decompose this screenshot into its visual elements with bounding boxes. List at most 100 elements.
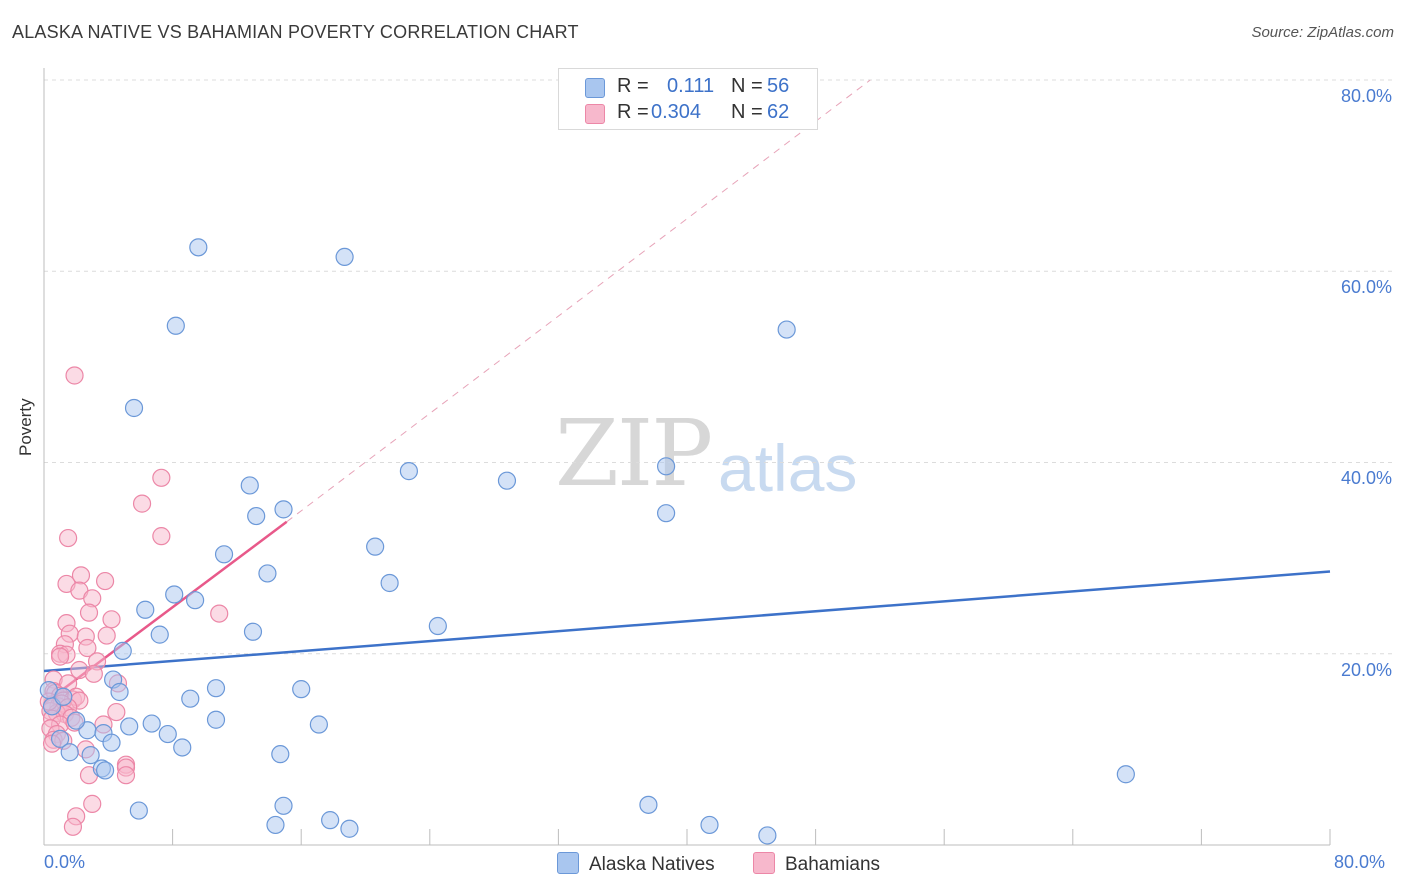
- alaska-point-17: [186, 591, 205, 610]
- alaska-point-30: [142, 714, 161, 733]
- alaska-point-20: [150, 625, 169, 644]
- legend-swatch-bahamians: [753, 852, 775, 874]
- alaska-point-42: [95, 761, 115, 780]
- alaska-point-43: [1116, 765, 1135, 784]
- r-label: R =: [617, 75, 649, 97]
- bahamian-point-57: [83, 794, 102, 813]
- y-tick-label-60: 60.0%: [1340, 277, 1392, 297]
- alaska-point-21: [243, 622, 263, 641]
- bahamian-point-0: [65, 366, 84, 385]
- alaska-point-24: [110, 682, 129, 702]
- alaska-point-6: [497, 471, 517, 490]
- legend-item-alaska-natives[interactable]: Alaska Natives: [557, 852, 715, 876]
- alaska-point-4: [124, 398, 144, 418]
- alaska-point-48: [321, 811, 340, 830]
- alaska-point-5: [399, 462, 419, 481]
- x-tick-label-80: 80.0%: [1334, 852, 1386, 872]
- bahamian-point-12: [102, 610, 121, 629]
- trend-line-2: [286, 79, 871, 523]
- alaska-point-1: [335, 247, 354, 267]
- n-value: 62: [767, 101, 790, 123]
- bahamian-point-10: [79, 603, 99, 622]
- alaska-point-8: [657, 457, 676, 476]
- alaska-point-2: [777, 320, 796, 339]
- alaska-point-44: [129, 801, 148, 820]
- bahamian-point-16: [97, 626, 116, 645]
- alaska-point-55: [67, 711, 86, 730]
- bahamian-point-46: [107, 702, 126, 722]
- alaska-point-28: [206, 710, 226, 729]
- alaska-point-40: [271, 745, 290, 764]
- y-tick-label-40: 40.0%: [1340, 468, 1392, 488]
- alaska-point-39: [173, 738, 192, 757]
- source-label: Source: ZipAtlas.com: [1251, 24, 1394, 41]
- alaska-point-11: [247, 506, 266, 526]
- alaska-point-10: [274, 500, 293, 519]
- bahamian-point-56: [116, 766, 136, 785]
- alaska-point-26: [292, 680, 311, 699]
- bahamian-point-59: [63, 817, 83, 836]
- r-value: 0.111: [667, 75, 715, 97]
- alaska-point-16: [165, 585, 184, 604]
- legend-swatch-alaska: [557, 852, 579, 874]
- y-tick-label-20: 20.0%: [1340, 660, 1392, 680]
- watermark-atlas: atlas: [718, 431, 858, 505]
- alaska-swatch: [585, 78, 605, 98]
- bahamian-point-60: [50, 647, 70, 666]
- y-tick-label-80: 80.0%: [1340, 86, 1392, 106]
- alaska-point-32: [158, 724, 177, 744]
- n-label: N =: [731, 75, 763, 97]
- alaska-point-36: [60, 743, 79, 762]
- alaska-point-12: [366, 537, 385, 556]
- legend-item-bahamians[interactable]: Bahamians: [753, 852, 880, 876]
- correlation-stats-box: R = 0.111 N = 56 R = 0.304 N = 62: [558, 68, 818, 130]
- gridlines: [44, 79, 1392, 655]
- bahamian-swatch: [585, 104, 605, 124]
- alaska-point-22: [113, 641, 132, 660]
- watermark-zip: ZIP: [555, 400, 713, 507]
- alaska-point-13: [214, 545, 234, 564]
- y-axis-label: Poverty: [16, 398, 35, 456]
- alaska-point-15: [380, 573, 399, 593]
- legend-label-alaska: Alaska Natives: [589, 854, 715, 875]
- alaska-point-25: [206, 679, 226, 698]
- bahamian-point-7: [95, 571, 115, 591]
- alaska-point-19: [428, 616, 447, 636]
- alaska-point-35: [50, 729, 70, 748]
- alaska-point-3: [166, 316, 185, 335]
- x-tick-label-0: 0.0%: [44, 852, 86, 872]
- bahamian-point-4: [59, 528, 78, 548]
- alaska-point-51: [758, 826, 777, 845]
- chart-title: ALASKA NATIVE VS BAHAMIAN POVERTY CORREL…: [12, 22, 579, 42]
- n-value: 56: [767, 75, 790, 97]
- alaska-point-14: [258, 564, 277, 583]
- alaska-point-45: [274, 796, 293, 815]
- alaska-point-27: [181, 689, 200, 708]
- alaska-point-31: [120, 717, 139, 736]
- alaska-point-0: [189, 238, 208, 257]
- bahamian-point-1: [152, 468, 171, 487]
- bahamian-point-3: [152, 527, 171, 546]
- legend-label-bahamians: Bahamians: [785, 854, 881, 875]
- r-value: 0.304: [651, 101, 702, 123]
- alaska-point-18: [136, 600, 155, 619]
- bahamian-point-2: [132, 494, 152, 513]
- alaska-point-46: [639, 795, 658, 814]
- axes: [43, 68, 1331, 846]
- trend-line-0: [43, 570, 1331, 673]
- alaska-point-50: [700, 815, 719, 835]
- alaska-point-9: [240, 476, 259, 495]
- alaska-natives-points: [39, 238, 1135, 845]
- trend-lines: [43, 79, 1331, 705]
- alaska-point-54: [54, 687, 73, 706]
- alaska-point-37: [81, 746, 100, 765]
- alaska-point-38: [102, 733, 121, 752]
- alaska-point-7: [657, 504, 676, 523]
- alaska-point-29: [309, 715, 328, 734]
- bahamian-point-23: [84, 664, 103, 683]
- r-label: R =: [617, 101, 649, 123]
- n-label: N =: [731, 101, 763, 123]
- alaska-point-49: [340, 819, 359, 838]
- bahamian-point-19: [78, 638, 97, 658]
